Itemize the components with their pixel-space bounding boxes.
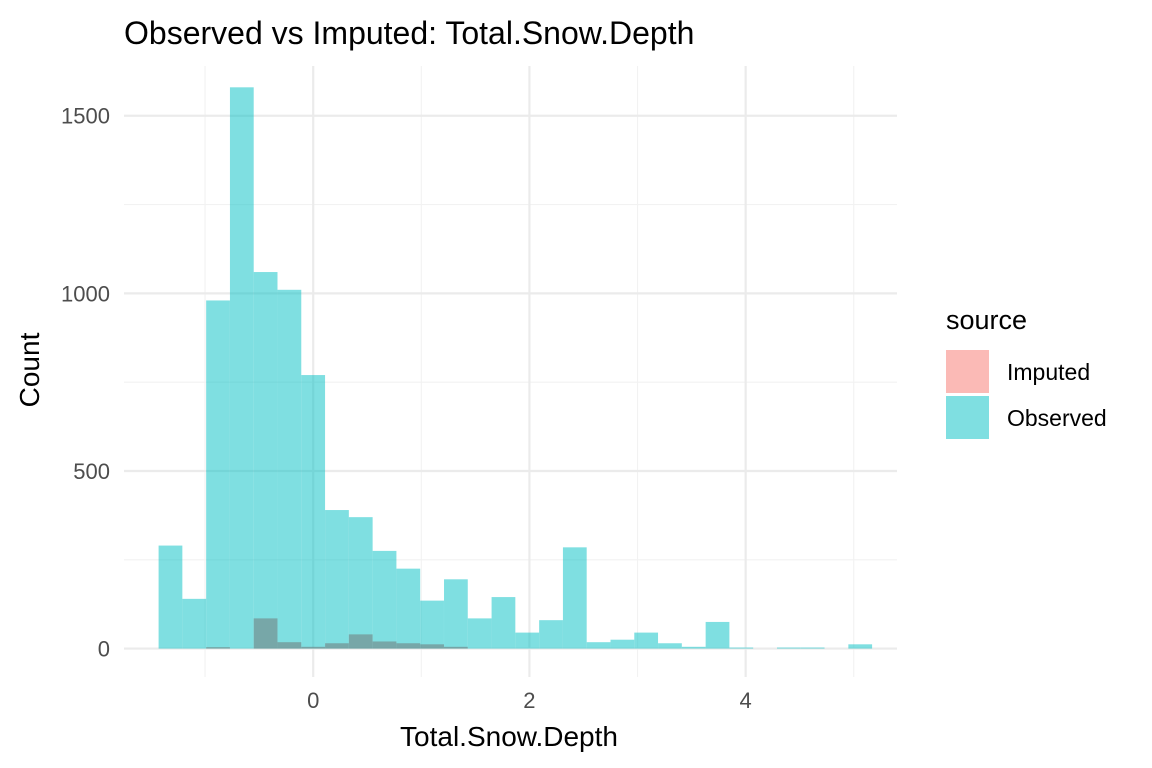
observed-bar (776, 647, 801, 649)
observed-bar (800, 647, 825, 649)
observed-bar (562, 547, 587, 649)
x-axis-title: Total.Snow.Depth (400, 721, 618, 752)
legend-key-imputed (946, 350, 989, 393)
observed-bar (229, 87, 254, 649)
imputed-bar (420, 644, 444, 649)
observed-bar (539, 620, 563, 649)
observed-bar (158, 545, 183, 649)
y-tick-label: 0 (98, 637, 110, 662)
imputed-bar (325, 643, 349, 649)
observed-bar (705, 621, 730, 649)
observed-bar (420, 600, 444, 649)
x-tick-label: 4 (740, 688, 752, 713)
legend-label-observed: Observed (1007, 405, 1107, 431)
y-axis-ticks: 0 500 1000 1500 (61, 104, 110, 662)
observed-bar (253, 272, 278, 649)
observed-bar (277, 289, 302, 649)
observed-bar (396, 568, 421, 649)
observed-bar (729, 647, 754, 649)
imputed-bar (206, 647, 230, 649)
legend: source Imputed Observed (946, 305, 1107, 439)
observed-bar (372, 550, 397, 649)
chart-title: Observed vs Imputed: Total.Snow.Depth (124, 15, 694, 51)
imputed-bar (348, 634, 373, 649)
y-axis-title: Count (14, 332, 45, 407)
imputed-bar (253, 618, 278, 649)
observed-bar (206, 300, 230, 649)
imputed-bar (444, 646, 468, 649)
histogram-bars (158, 87, 873, 649)
observed-bar (515, 632, 540, 649)
legend-title: source (946, 305, 1027, 335)
imputed-bar (277, 642, 302, 649)
observed-bar (848, 644, 873, 649)
observed-bar (182, 598, 207, 649)
observed-bar (681, 646, 706, 649)
legend-key-observed (946, 396, 989, 439)
observed-bar (325, 510, 349, 649)
observed-bar (301, 375, 326, 649)
x-tick-label: 0 (307, 688, 319, 713)
x-tick-label: 2 (523, 688, 535, 713)
y-tick-label: 1000 (61, 281, 110, 306)
observed-bar (634, 632, 659, 649)
x-axis-ticks: 0 2 4 (307, 688, 752, 713)
observed-bar (491, 597, 516, 649)
observed-bar (658, 643, 682, 649)
observed-bar (348, 517, 373, 649)
observed-bar (467, 618, 492, 649)
y-tick-label: 1500 (61, 104, 110, 129)
imputed-bar (372, 641, 397, 649)
observed-bar (444, 579, 468, 649)
legend-label-imputed: Imputed (1007, 359, 1090, 385)
observed-bar (610, 639, 635, 649)
observed-bar (586, 642, 611, 649)
y-tick-label: 500 (73, 459, 110, 484)
imputed-bar (396, 643, 421, 649)
imputed-bar (301, 646, 326, 649)
